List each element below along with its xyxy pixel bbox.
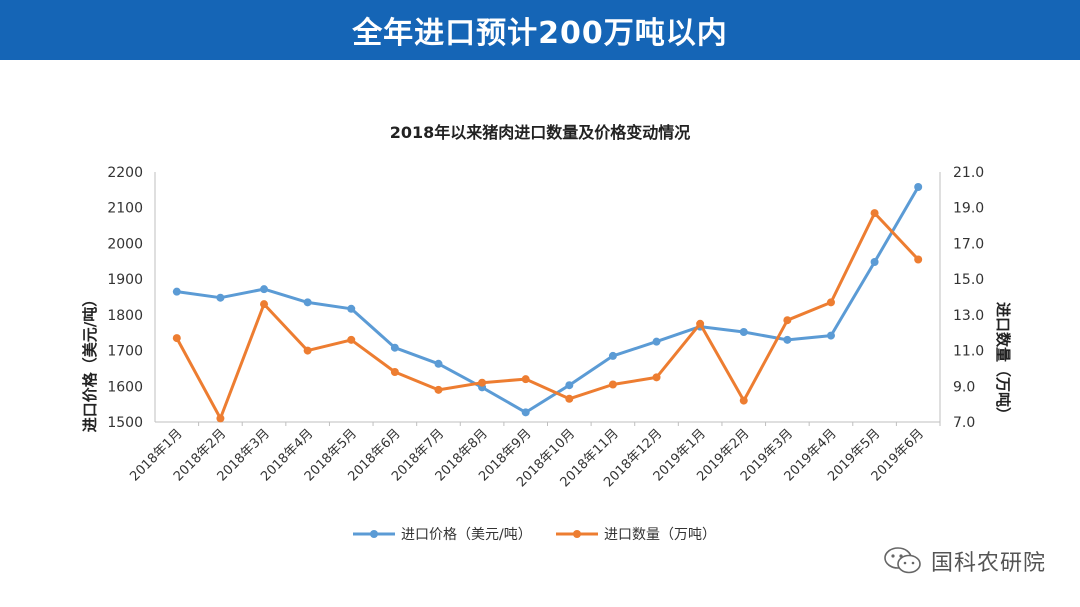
data-point — [696, 319, 705, 328]
data-point — [565, 381, 574, 390]
x-axis-ticks: 2018年1月2018年2月2018年3月2018年4月2018年5月2018年… — [127, 422, 941, 490]
data-point — [652, 337, 661, 346]
left-tick-label: 1600 — [107, 379, 143, 395]
wechat-icon — [884, 547, 921, 574]
left-tick-label: 2100 — [107, 201, 143, 217]
data-point — [521, 408, 530, 417]
watermark: 国科农研院 — [883, 545, 1046, 577]
data-point — [260, 300, 269, 309]
data-point — [172, 287, 181, 296]
data-point — [783, 335, 792, 344]
left-tick-label: 1500 — [107, 415, 143, 431]
data-point — [565, 394, 574, 403]
legend-item-price: 进口价格（美元/吨） — [353, 527, 532, 543]
data-point — [434, 359, 443, 368]
data-point — [521, 375, 530, 384]
left-tick-label: 1900 — [107, 272, 143, 288]
left-tick-label: 1800 — [107, 308, 143, 324]
data-point — [652, 373, 661, 382]
left-tick-label: 2200 — [107, 165, 143, 181]
data-point — [347, 335, 356, 344]
data-point — [216, 293, 225, 302]
data-point — [172, 334, 181, 343]
data-point — [216, 414, 225, 423]
data-point — [608, 351, 617, 360]
line-chart: 2018年以来猪肉进口数量及价格变动情况 1500 1600 1700 1800 190… — [81, 123, 1012, 543]
legend-label-price: 进口价格（美元/吨） — [401, 527, 532, 543]
data-point — [434, 385, 443, 394]
left-tick-label: 1700 — [107, 344, 143, 360]
right-tick-label: 17.0 — [953, 236, 984, 252]
right-tick-label: 9.0 — [953, 379, 975, 395]
data-point — [347, 304, 356, 313]
data-point — [739, 396, 748, 405]
plot-area — [154, 172, 941, 423]
right-tick-label: 15.0 — [953, 272, 984, 288]
legend-item-volume: 进口数量（万吨） — [556, 527, 716, 543]
legend: 进口价格（美元/吨） 进口数量（万吨） — [353, 527, 716, 543]
right-tick-label: 7.0 — [953, 415, 975, 431]
series-layer — [172, 183, 923, 423]
series-line — [175, 211, 920, 420]
data-point — [783, 316, 792, 325]
right-axis-ticks: 7.0 9.0 11.0 13.0 15.0 17.0 19.0 21.0 — [953, 165, 984, 431]
data-point — [478, 378, 487, 387]
series-price — [172, 183, 923, 417]
right-tick-label: 21.0 — [953, 165, 984, 181]
data-point — [870, 209, 879, 218]
chart-title: 2018年以来猪肉进口数量及价格变动情况 — [390, 123, 691, 142]
banner-title: 全年进口预计200万吨以内 — [352, 16, 728, 51]
data-point — [303, 298, 312, 307]
right-tick-label: 11.0 — [953, 344, 984, 360]
data-point — [870, 258, 879, 266]
data-point — [260, 285, 269, 294]
left-axis-ticks: 1500 1600 1700 1800 1900 2000 2100 2200 — [107, 165, 143, 431]
title-banner: 全年进口预计200万吨以内 — [0, 0, 1080, 60]
data-point — [826, 331, 835, 340]
data-point — [826, 298, 835, 307]
left-axis-label: 进口价格（美元/吨） — [81, 292, 99, 432]
data-point — [390, 368, 399, 376]
watermark-text: 国科农研院 — [930, 551, 1046, 576]
series-line — [176, 186, 920, 414]
data-point — [739, 328, 748, 336]
right-axis-label: 进口数量（万吨） — [994, 302, 1012, 422]
legend-label-volume: 进口数量（万吨） — [604, 527, 716, 543]
data-point — [914, 183, 923, 191]
series-volume — [172, 209, 923, 423]
data-point — [914, 255, 923, 264]
data-point — [303, 346, 312, 355]
data-point — [608, 380, 617, 389]
right-tick-label: 13.0 — [953, 308, 984, 324]
left-tick-label: 2000 — [107, 236, 143, 252]
right-tick-label: 19.0 — [953, 201, 984, 217]
data-point — [390, 343, 399, 352]
